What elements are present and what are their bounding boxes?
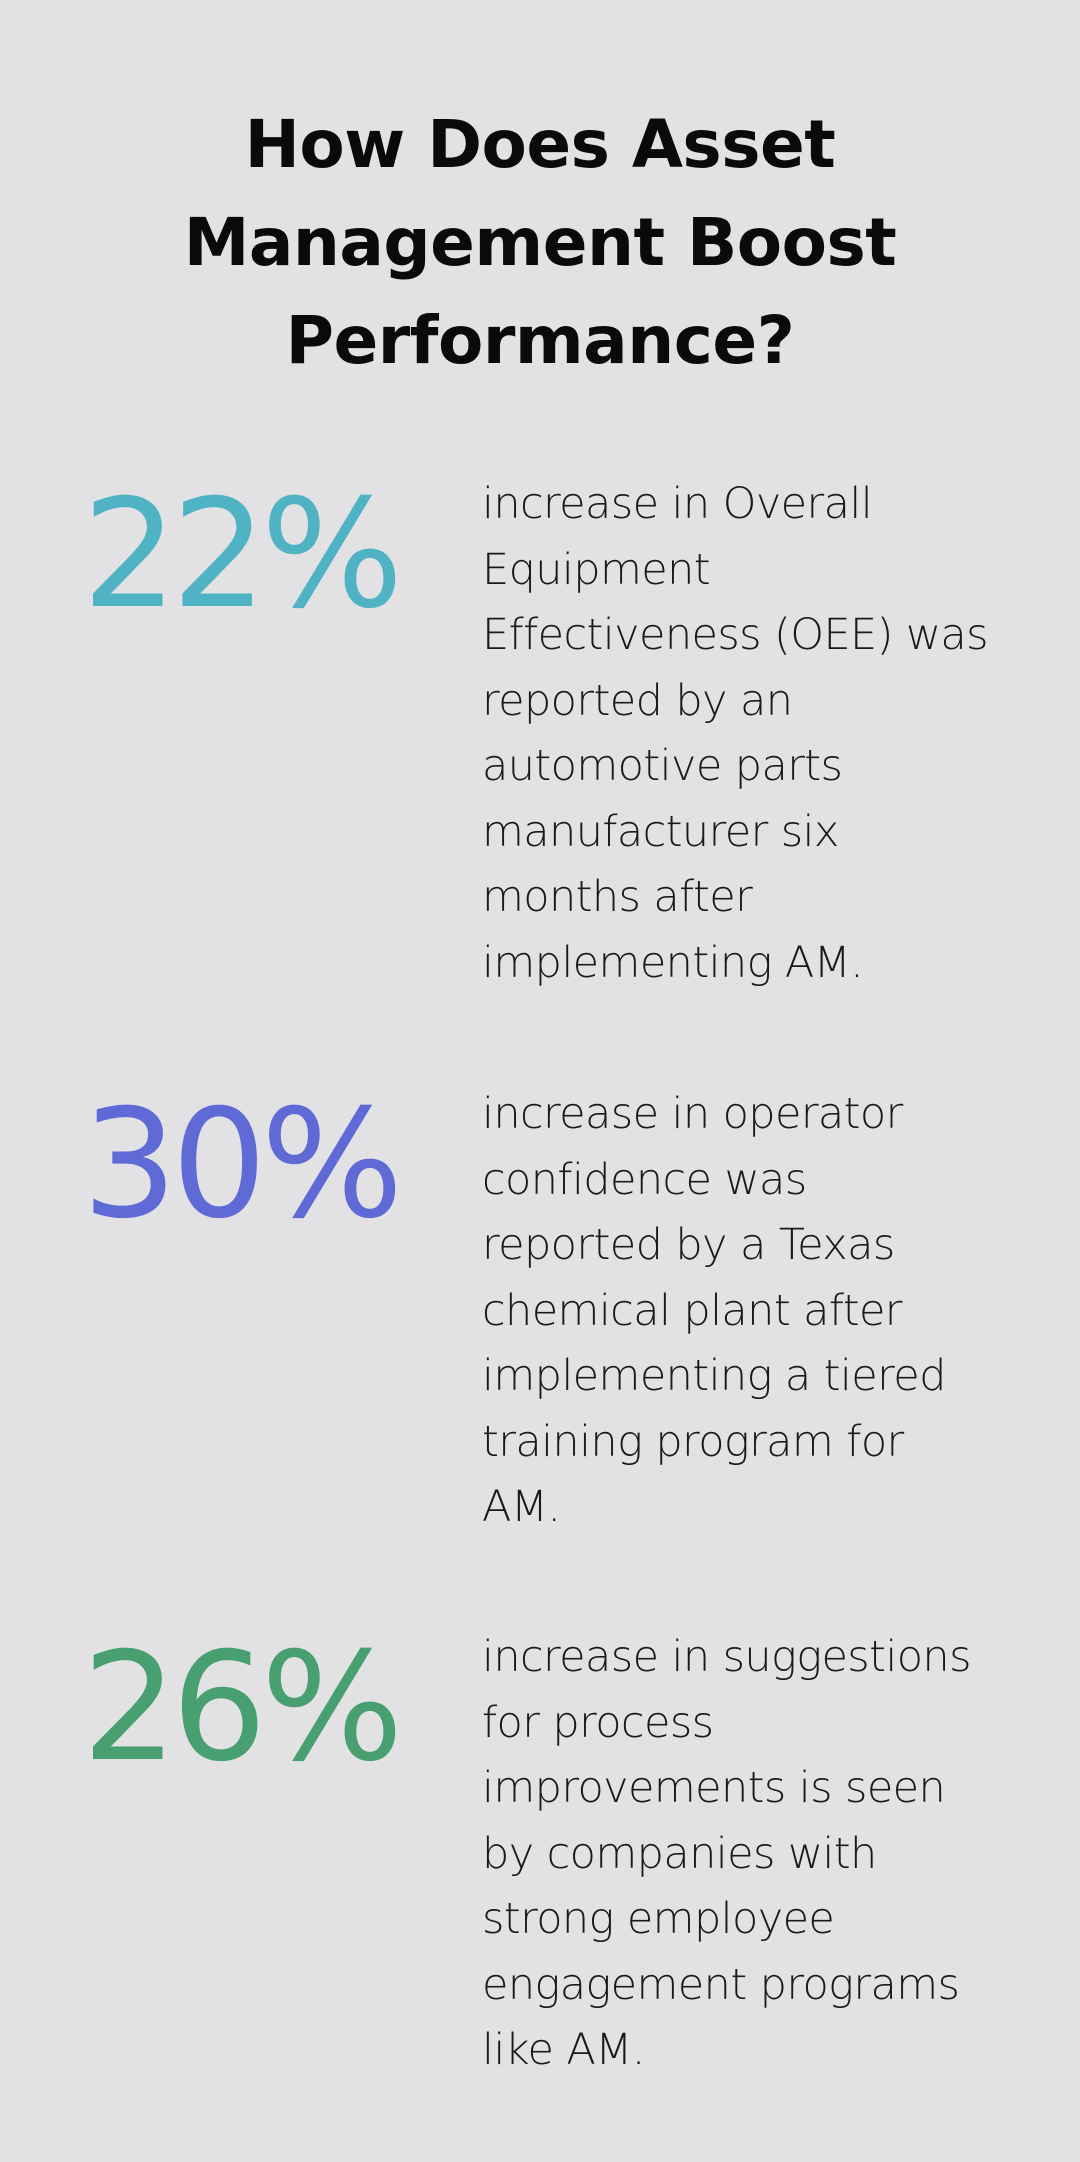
page-title: How Does Asset Management Boost Performa… [0, 96, 1080, 390]
stat-description-line: chemical plant after [482, 1285, 902, 1336]
stat-description-line: increase in suggestions [482, 1632, 971, 1682]
title-line: Performance? [285, 302, 795, 379]
title-line: How Does Asset [244, 106, 836, 183]
stat-value: 26% [82, 1621, 403, 1795]
stat-description-line: reported by an [482, 675, 793, 726]
stat-description-line: reported by a Texas [482, 1220, 895, 1270]
stat-value: 22% [82, 468, 403, 642]
stat-value: 30% [82, 1078, 403, 1252]
stat-description-line: AM. [482, 1482, 561, 1532]
stat-description-line: for process [482, 1697, 714, 1748]
stat-description: increase in Overall Equipment Effectiven… [482, 472, 1022, 996]
stat-description-line: implementing AM. [482, 937, 864, 988]
stat-description-line: implementing a tiered [482, 1351, 946, 1401]
stat-description-line: manufacturer six [482, 806, 839, 857]
stat-description-line: increase in Overall [482, 479, 873, 529]
stat-description-line: strong employee [482, 1894, 835, 1944]
stat-description-line: improvements is seen [482, 1763, 946, 1813]
stat-description-line: like AM. [482, 2025, 645, 2075]
stat-description-line: training program for [482, 1416, 904, 1467]
title-line: Management Boost [183, 204, 897, 281]
stat-description-line: by companies with [482, 1828, 877, 1879]
stat-description-line: automotive parts [482, 741, 843, 791]
stat-description-line: confidence was [482, 1154, 807, 1205]
stat-description: increase in suggestions for process impr… [482, 1625, 1022, 2084]
stat-description-line: engagement programs [482, 1959, 960, 2010]
stat-description-line: increase in operator [482, 1089, 903, 1139]
stat-description-line: Equipment [482, 544, 711, 595]
stat-description-line: months after [482, 872, 753, 922]
stat-description-line: Effectiveness (OEE) was [482, 610, 989, 660]
stat-description: increase in operator confidence was repo… [482, 1082, 1022, 1541]
